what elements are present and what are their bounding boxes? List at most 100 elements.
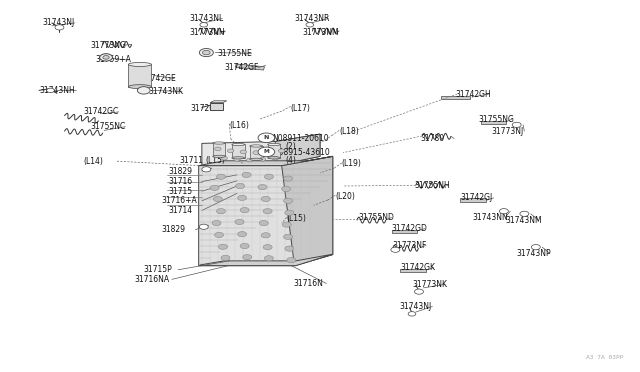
Text: 31755NH: 31755NH bbox=[415, 181, 451, 190]
Circle shape bbox=[246, 158, 253, 162]
Circle shape bbox=[199, 224, 208, 230]
Text: (4): (4) bbox=[285, 155, 296, 164]
Text: 31743NM: 31743NM bbox=[505, 216, 542, 225]
Text: 31726: 31726 bbox=[190, 104, 214, 113]
Text: 31742GH: 31742GH bbox=[456, 90, 491, 99]
Text: 31773NF: 31773NF bbox=[393, 241, 427, 250]
Circle shape bbox=[237, 232, 246, 237]
Circle shape bbox=[55, 25, 64, 30]
Circle shape bbox=[259, 157, 266, 161]
Ellipse shape bbox=[268, 157, 280, 159]
Circle shape bbox=[531, 244, 540, 250]
Polygon shape bbox=[282, 156, 333, 266]
Text: (L16): (L16) bbox=[229, 122, 249, 131]
Text: 31755NC: 31755NC bbox=[90, 122, 125, 131]
Text: 31742GJ: 31742GJ bbox=[461, 193, 493, 202]
Circle shape bbox=[391, 247, 400, 252]
Text: 31742GF: 31742GF bbox=[224, 63, 259, 72]
Text: 31743NP: 31743NP bbox=[516, 249, 551, 258]
Bar bbox=[129, 64, 152, 87]
Text: 31743NL: 31743NL bbox=[189, 14, 223, 23]
Circle shape bbox=[210, 185, 219, 190]
Polygon shape bbox=[461, 198, 486, 202]
Circle shape bbox=[240, 243, 249, 248]
Text: 31743NJ: 31743NJ bbox=[399, 302, 431, 311]
Text: 31743NK: 31743NK bbox=[149, 87, 184, 96]
Ellipse shape bbox=[232, 157, 244, 159]
Ellipse shape bbox=[268, 143, 280, 145]
Text: 31715: 31715 bbox=[168, 187, 192, 196]
Circle shape bbox=[216, 174, 225, 179]
Text: 31742GC: 31742GC bbox=[84, 108, 119, 116]
Circle shape bbox=[282, 186, 291, 192]
Circle shape bbox=[202, 50, 210, 55]
Polygon shape bbox=[202, 134, 320, 166]
Text: 31743NJ: 31743NJ bbox=[42, 19, 74, 28]
Circle shape bbox=[243, 254, 252, 260]
Text: N08911-20610: N08911-20610 bbox=[272, 134, 329, 143]
Text: 31780: 31780 bbox=[421, 134, 445, 143]
Polygon shape bbox=[481, 121, 506, 124]
Circle shape bbox=[287, 257, 296, 263]
Circle shape bbox=[47, 88, 54, 93]
Circle shape bbox=[263, 209, 272, 214]
Circle shape bbox=[272, 156, 278, 160]
Text: 31743NR: 31743NR bbox=[294, 14, 330, 23]
Circle shape bbox=[408, 312, 416, 316]
Circle shape bbox=[284, 176, 292, 181]
Text: 31773NM: 31773NM bbox=[302, 28, 339, 37]
Circle shape bbox=[284, 198, 292, 203]
Circle shape bbox=[214, 147, 221, 151]
Circle shape bbox=[264, 174, 273, 179]
Bar bbox=[210, 103, 223, 110]
Bar bbox=[232, 144, 244, 158]
Circle shape bbox=[212, 221, 221, 226]
Circle shape bbox=[242, 172, 251, 177]
Circle shape bbox=[200, 23, 207, 27]
Polygon shape bbox=[200, 254, 333, 266]
Text: 31742GE: 31742GE bbox=[141, 74, 176, 83]
Text: M: M bbox=[264, 150, 269, 154]
Circle shape bbox=[235, 219, 244, 225]
Text: 31829: 31829 bbox=[162, 225, 186, 234]
Text: 31716+A: 31716+A bbox=[162, 196, 197, 205]
Bar bbox=[268, 144, 280, 158]
Text: A3 7A 03PP: A3 7A 03PP bbox=[586, 355, 623, 360]
Circle shape bbox=[264, 256, 273, 261]
Polygon shape bbox=[210, 101, 227, 103]
Circle shape bbox=[202, 167, 211, 172]
Circle shape bbox=[306, 23, 314, 27]
Text: (L14): (L14) bbox=[84, 157, 104, 166]
Text: (L15): (L15) bbox=[287, 214, 307, 223]
Text: 31773NJ: 31773NJ bbox=[491, 126, 524, 136]
Text: (L20): (L20) bbox=[335, 192, 355, 201]
Polygon shape bbox=[236, 64, 264, 70]
Circle shape bbox=[512, 122, 521, 128]
Polygon shape bbox=[401, 269, 426, 272]
Text: 31773NG: 31773NG bbox=[90, 41, 126, 50]
Bar bbox=[250, 146, 262, 159]
Circle shape bbox=[415, 289, 424, 294]
Text: 31742GD: 31742GD bbox=[392, 224, 428, 233]
Text: 31755ND: 31755ND bbox=[358, 213, 394, 222]
Text: 31773NK: 31773NK bbox=[412, 280, 447, 289]
Circle shape bbox=[266, 150, 272, 154]
Circle shape bbox=[240, 208, 249, 213]
Text: 31743NH: 31743NH bbox=[39, 86, 75, 95]
Ellipse shape bbox=[129, 85, 152, 89]
Text: (2): (2) bbox=[285, 142, 296, 151]
Polygon shape bbox=[442, 96, 470, 99]
Text: (L17): (L17) bbox=[291, 104, 310, 113]
Circle shape bbox=[261, 233, 270, 238]
Circle shape bbox=[221, 255, 230, 260]
Circle shape bbox=[214, 232, 223, 237]
Circle shape bbox=[138, 87, 150, 94]
Circle shape bbox=[263, 244, 272, 250]
Ellipse shape bbox=[232, 143, 244, 145]
Circle shape bbox=[218, 244, 227, 249]
Circle shape bbox=[259, 221, 268, 226]
Circle shape bbox=[237, 195, 246, 201]
Ellipse shape bbox=[129, 62, 152, 67]
Circle shape bbox=[258, 133, 275, 142]
Circle shape bbox=[258, 147, 275, 157]
